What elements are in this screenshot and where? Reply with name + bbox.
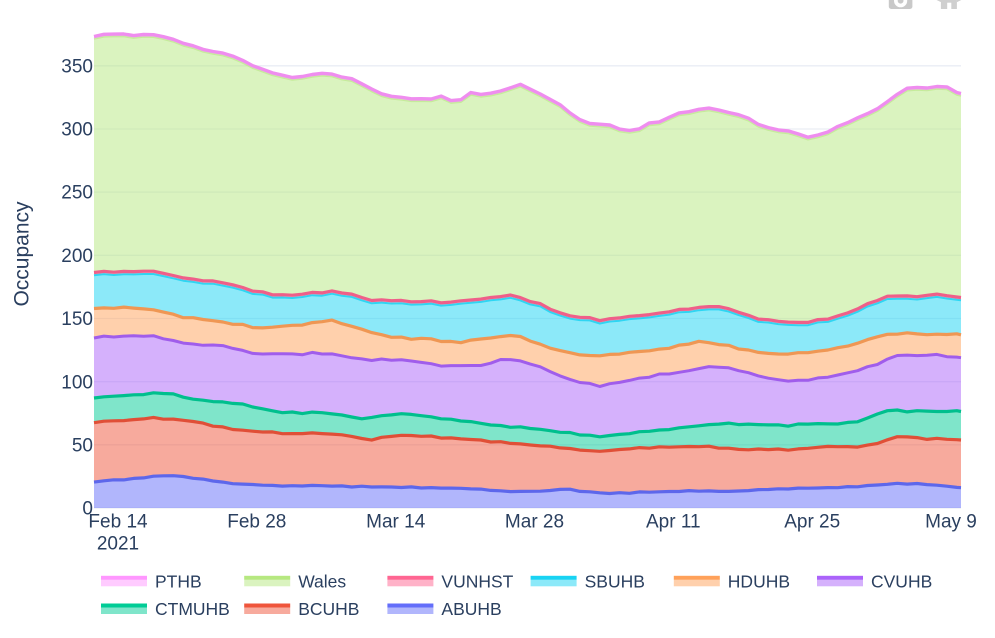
svg-text:300: 300: [61, 120, 93, 141]
svg-text:Occupancy: Occupancy: [11, 201, 34, 307]
svg-text:100: 100: [61, 372, 93, 393]
svg-text:Mar 28: Mar 28: [505, 512, 564, 533]
svg-text:CVUHB: CVUHB: [871, 571, 932, 591]
svg-text:CTMUHB: CTMUHB: [155, 599, 230, 619]
svg-text:350: 350: [61, 56, 93, 77]
svg-text:May 9: May 9: [925, 512, 977, 533]
svg-text:250: 250: [61, 183, 93, 204]
svg-text:BCUHB: BCUHB: [298, 599, 359, 619]
svg-text:VUNHST: VUNHST: [441, 571, 513, 591]
svg-text:Mar 14: Mar 14: [366, 512, 426, 533]
svg-text:Apr 11: Apr 11: [646, 512, 701, 533]
svg-text:200: 200: [61, 246, 93, 267]
svg-text:SBUHB: SBUHB: [585, 571, 645, 591]
svg-text:0: 0: [82, 499, 93, 520]
svg-text:50: 50: [72, 435, 93, 456]
svg-text:PTHB: PTHB: [155, 571, 202, 591]
svg-text:150: 150: [61, 309, 93, 330]
svg-text:HDUHB: HDUHB: [728, 571, 790, 591]
svg-text:ABUHB: ABUHB: [441, 599, 501, 619]
svg-text:Wales: Wales: [298, 571, 346, 591]
svg-text:Feb 28: Feb 28: [227, 512, 286, 533]
svg-text:Apr 25: Apr 25: [784, 512, 840, 533]
